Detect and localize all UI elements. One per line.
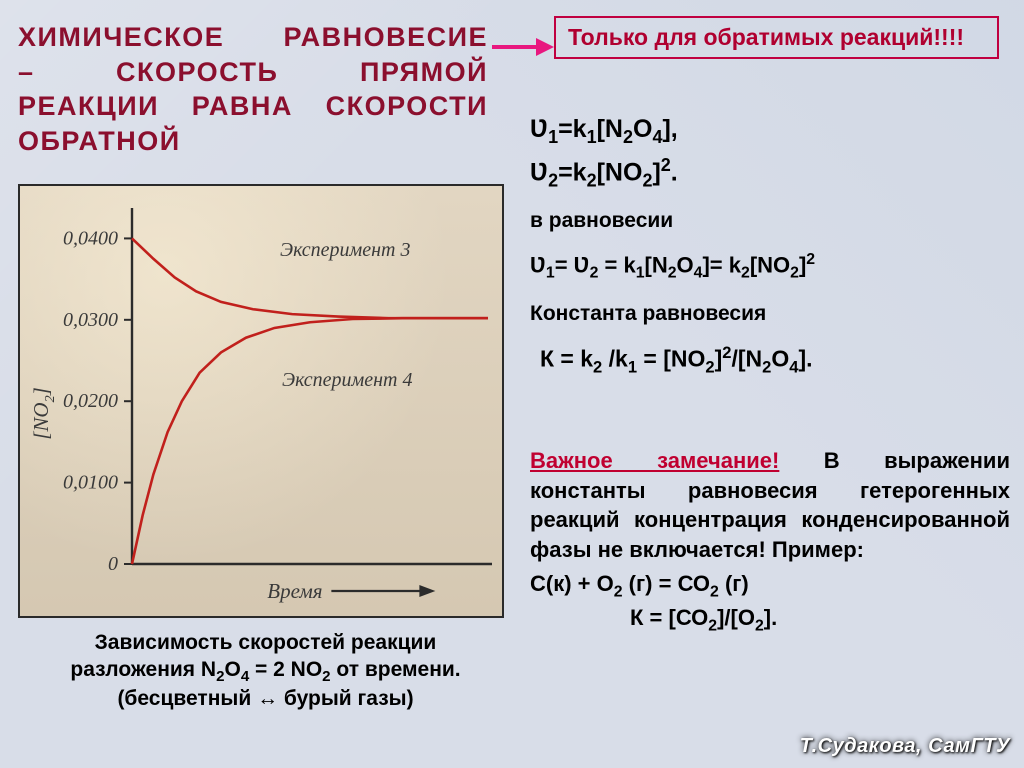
note-block: Важное замечание! В выражении константы … (530, 446, 1010, 636)
title-line: РЕАКЦИИ РАВНА СКОРОСТИ (18, 91, 488, 121)
svg-text:[NO2]: [NO2] (29, 387, 58, 440)
svg-text:Эксперимент 3: Эксперимент 3 (280, 239, 410, 261)
eq-line: Ʋ2=k2[NO2]2. (530, 152, 1010, 195)
eq-line: в равновесии (530, 205, 1010, 238)
title-line: – СКОРОСТЬ ПРЯМОЙ (18, 57, 488, 87)
svg-text:Время: Время (267, 579, 322, 603)
equations-block: Ʋ1=k1[N2O4], Ʋ2=k2[NO2]2. в равновесии Ʋ… (530, 110, 1010, 380)
svg-text:0: 0 (108, 553, 118, 575)
svg-text:0,0400: 0,0400 (63, 227, 118, 249)
svg-text:Эксперимент 4: Эксперимент 4 (282, 369, 412, 391)
caption-line: разложения N2O4 = 2 NO2 от времени. (70, 658, 460, 681)
eq-line: К = k2 /k1 = [NO2]2/[N2O4]. (530, 340, 1010, 380)
title-line: ХИМИЧЕСКОЕ РАВНОВЕСИЕ (18, 22, 488, 52)
chart-caption: Зависимость скоростей реакции разложения… (18, 630, 513, 713)
arrow-icon (490, 32, 554, 62)
signature: Т.Судакова, СамГТУ (800, 735, 1010, 758)
chart: 0 0,0100 0,0200 0,0300 0,0400 [NO2] Время Экспе… (18, 184, 504, 618)
callout-box: Только для обратимых реакций!!!! (554, 16, 999, 59)
eq-line: Ʋ1=k1[N2O4], (530, 110, 1010, 152)
page-title: ХИМИЧЕСКОЕ РАВНОВЕСИЕ – СКОРОСТЬ ПРЯМОЙ … (18, 20, 488, 158)
svg-text:0,0300: 0,0300 (63, 309, 118, 331)
caption-line: (бесцветный ↔ бурый газы) (117, 687, 413, 710)
note-example: С(к) + О2 (г) = СО2 (г) (530, 569, 1010, 603)
eq-line: Константа равновесия (530, 298, 1010, 331)
svg-text:0,0200: 0,0200 (63, 390, 118, 412)
title-line: ОБРАТНОЙ (18, 126, 181, 156)
chart-svg: 0 0,0100 0,0200 0,0300 0,0400 [NO2] Время Экспе… (20, 186, 506, 620)
note-example: К = [СО2]/[О2]. (530, 603, 1010, 637)
svg-text:0,0100: 0,0100 (63, 472, 118, 494)
caption-line: Зависимость скоростей реакции (95, 631, 437, 654)
callout-text: Только для обратимых реакций!!!! (568, 24, 964, 50)
eq-line: Ʋ1= Ʋ2 = k1[N2O4]= k2[NO2]2 (530, 248, 1010, 286)
note-heading: Важное замечание! (530, 448, 779, 473)
